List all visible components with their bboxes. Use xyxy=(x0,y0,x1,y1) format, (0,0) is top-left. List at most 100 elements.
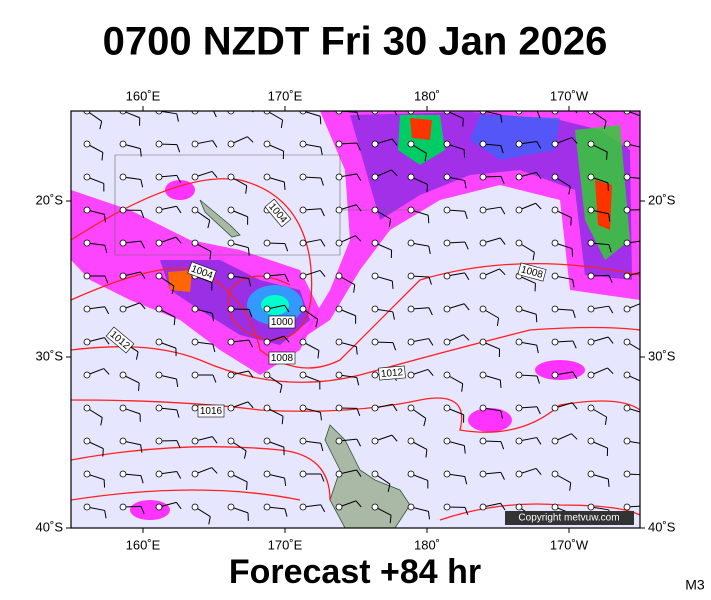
isobar-label: 1008 xyxy=(268,351,296,365)
barb-flag xyxy=(427,215,430,224)
barb-flag xyxy=(572,371,578,379)
barb-flag xyxy=(100,417,103,426)
barb-flag xyxy=(423,418,427,427)
barb-station xyxy=(119,272,127,280)
barb-station xyxy=(587,404,595,412)
barb-flag xyxy=(209,251,212,260)
barb-station xyxy=(443,140,451,148)
barb-station xyxy=(371,470,379,478)
barb-station xyxy=(623,371,631,379)
barb-flag xyxy=(319,412,322,421)
barb-flag xyxy=(104,275,109,284)
barb-flag xyxy=(140,179,144,188)
lon-label: 170˚W xyxy=(550,88,589,103)
barb-station xyxy=(443,470,451,478)
barb-station xyxy=(335,338,343,346)
barb-station xyxy=(155,140,163,148)
barb-station xyxy=(479,272,487,280)
barb-flag xyxy=(572,279,575,288)
barb-station xyxy=(227,503,235,511)
barb-station xyxy=(587,140,595,148)
barb-station xyxy=(551,305,559,313)
barb-station xyxy=(479,140,487,148)
barb-station xyxy=(443,173,451,181)
barb-station xyxy=(227,272,235,280)
barb-flag xyxy=(532,252,535,261)
barb-flag xyxy=(464,272,470,280)
barb-flag xyxy=(248,339,254,348)
barb-flag xyxy=(535,468,542,475)
barb-station xyxy=(155,305,163,313)
barb-flag xyxy=(607,478,610,487)
barb-station xyxy=(407,338,415,346)
barb-station xyxy=(479,305,487,313)
barb-station xyxy=(443,239,451,247)
barb-station xyxy=(623,437,631,445)
barb-station xyxy=(551,470,559,478)
barb-flag xyxy=(427,369,434,376)
copyright: Copyright metvuw.com xyxy=(518,513,619,524)
barb-station xyxy=(407,371,415,379)
barb-station xyxy=(83,173,91,181)
barb-station xyxy=(335,140,343,148)
barb-station xyxy=(191,206,199,214)
barb-station xyxy=(335,470,343,478)
barb-station xyxy=(443,305,451,313)
barb-station xyxy=(335,173,343,181)
barb-flag xyxy=(140,210,145,218)
lon-label: 160˚E xyxy=(126,88,161,103)
barb-flag xyxy=(283,181,286,190)
barb-station xyxy=(587,111,595,115)
barb-station xyxy=(479,371,487,379)
isobar-label-box xyxy=(264,198,292,228)
barb-station xyxy=(83,111,91,115)
barb-flag xyxy=(428,338,434,346)
barb-flag xyxy=(173,317,176,326)
barb-flag xyxy=(427,511,430,520)
barb-flag xyxy=(211,171,218,178)
barb-flag xyxy=(604,416,608,425)
isobar-label: 1008 xyxy=(517,262,547,282)
labels: 160˚E 160˚E 170˚E 170˚E 180˚ 180˚ 170˚W 170˚W 20… xyxy=(36,88,676,552)
barb-station xyxy=(479,239,487,247)
barb-station xyxy=(155,371,163,379)
barb-flag xyxy=(101,152,104,161)
barb-flag xyxy=(355,346,358,355)
barb-station xyxy=(335,503,343,511)
barb-station xyxy=(299,111,307,115)
isobar-label: 1000 xyxy=(268,315,296,329)
isobar-label-box xyxy=(378,365,406,381)
barb-station xyxy=(407,503,415,511)
lon-label: 170˚W xyxy=(550,537,589,552)
barb-station xyxy=(299,239,307,247)
barb-flag xyxy=(284,477,287,487)
barb-station xyxy=(587,173,595,181)
barb-flag xyxy=(212,111,217,118)
isobar-label: 1016 xyxy=(197,404,225,418)
barb-flag xyxy=(536,345,539,354)
barb-flag xyxy=(212,436,218,444)
barb-station xyxy=(515,239,523,247)
barb-flag xyxy=(247,136,254,143)
isobar-label-box xyxy=(268,351,296,365)
barb-station xyxy=(551,503,559,511)
barb-station xyxy=(263,272,271,280)
barb-station xyxy=(551,140,559,148)
barb-flag xyxy=(140,475,144,484)
barb-flag xyxy=(428,276,432,285)
barb-station xyxy=(119,305,127,313)
barb-station xyxy=(407,404,415,412)
lat-label: 30˚S xyxy=(36,348,64,363)
barb-station xyxy=(191,239,199,247)
barb-staff xyxy=(231,111,233,112)
barb-station xyxy=(587,206,595,214)
barb-station xyxy=(155,437,163,445)
barb-station xyxy=(155,470,163,478)
barb-flag xyxy=(176,471,182,479)
barb-flag xyxy=(208,516,211,525)
barb-station xyxy=(83,239,91,247)
barb-flag xyxy=(428,246,431,255)
barb-station xyxy=(479,470,487,478)
barb-station xyxy=(515,173,523,181)
barb-station xyxy=(227,404,235,412)
